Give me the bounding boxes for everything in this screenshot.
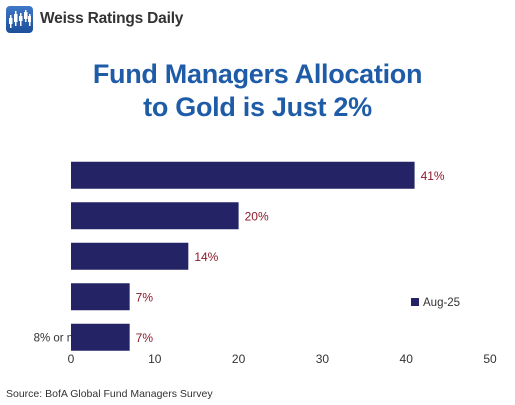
data-label: 7% [136,331,154,345]
bar [71,283,130,311]
data-label: 14% [194,250,218,264]
chart-title-line-1: Fund Managers Allocation [92,59,423,89]
x-tick-label: 10 [148,352,162,366]
data-label: 41% [421,169,445,183]
legend-swatch [411,298,419,306]
bar [71,202,239,230]
x-tick-label: 0 [68,352,75,366]
bar [71,323,130,351]
bar [71,161,415,189]
bar [71,242,189,270]
chart-title-line-2: to Gold is Just 2% [143,92,372,122]
data-label: 7% [136,290,154,304]
source-note: Source: BofA Global Fund Managers Survey [6,388,213,400]
brand-name: Weiss Ratings Daily [40,10,184,27]
brand-header: Weiss Ratings Daily [6,5,183,33]
x-tick-label: 30 [316,352,330,366]
data-label: 20% [245,209,269,223]
weiss-logo-icon [6,5,33,33]
x-tick-label: 50 [483,352,497,366]
x-tick-label: 20 [232,352,246,366]
chart-title: Fund Managers Allocation to Gold is Just… [0,58,515,124]
x-tick-label: 40 [400,352,414,366]
legend-label: Aug-25 [423,297,460,309]
